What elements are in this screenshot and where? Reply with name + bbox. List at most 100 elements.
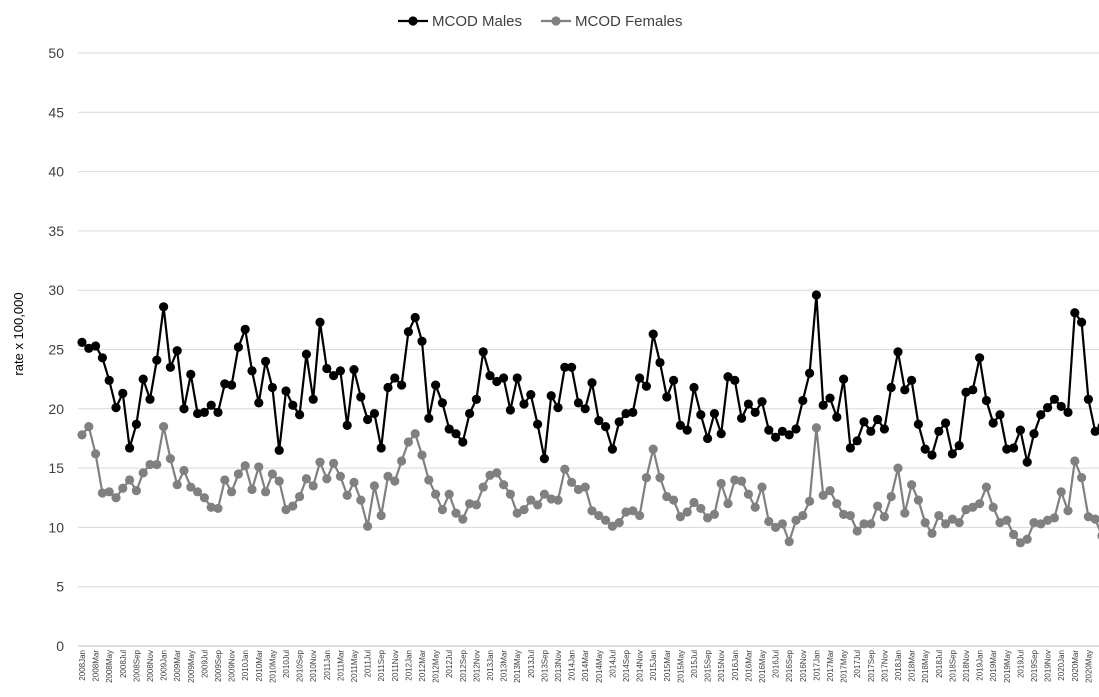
- y-tick-label: 20: [48, 401, 64, 417]
- data-point: [641, 381, 652, 391]
- data-point: [451, 429, 461, 439]
- data-point: [199, 407, 209, 417]
- data-point: [539, 489, 550, 499]
- data-point: [811, 423, 822, 433]
- x-tick-label: 2012Jan: [404, 650, 413, 681]
- data-point: [580, 404, 590, 414]
- data-point: [533, 419, 543, 429]
- data-point: [873, 414, 883, 425]
- x-tick-label: 2008Mar: [92, 650, 101, 682]
- data-point: [669, 495, 679, 505]
- data-point: [220, 475, 230, 485]
- data-point: [410, 312, 420, 323]
- data-point: [784, 537, 794, 547]
- series-males: [77, 290, 1099, 467]
- data-point: [641, 472, 652, 483]
- data-point: [444, 424, 454, 434]
- x-tick-label: 2011Jan: [323, 650, 332, 680]
- data-point: [825, 486, 835, 496]
- data-point: [941, 519, 951, 529]
- x-tick-label: 2018Jul: [935, 650, 944, 678]
- data-point: [322, 363, 332, 374]
- data-point: [811, 290, 822, 300]
- data-point: [186, 482, 196, 492]
- data-point: [308, 394, 318, 404]
- data-point: [818, 490, 828, 500]
- data-point: [730, 475, 740, 485]
- data-point: [369, 408, 379, 419]
- x-tick-label: 2014Mar: [581, 650, 590, 682]
- data-point: [839, 509, 849, 519]
- data-point: [1083, 394, 1093, 404]
- data-point: [886, 491, 896, 502]
- x-tick-label: 2010Mar: [255, 650, 264, 682]
- x-tick-label: 2014Nov: [636, 650, 645, 682]
- x-tick-label: 2014May: [595, 650, 604, 683]
- x-tick-label: 2009Jul: [200, 650, 209, 678]
- y-tick-label: 0: [56, 638, 64, 654]
- data-point: [1022, 457, 1032, 467]
- data-point: [410, 429, 420, 439]
- data-point: [988, 418, 998, 428]
- data-point: [424, 475, 434, 485]
- data-point: [152, 459, 162, 470]
- data-point: [662, 392, 672, 402]
- y-tick-label: 45: [48, 104, 64, 120]
- data-point: [247, 484, 257, 495]
- data-point: [281, 386, 291, 396]
- data-point: [539, 454, 550, 464]
- data-point: [206, 502, 216, 512]
- legend-item: MCOD Males: [398, 13, 522, 30]
- data-point: [716, 478, 726, 489]
- data-point: [703, 513, 713, 523]
- data-point: [118, 483, 128, 493]
- data-point: [988, 502, 998, 512]
- data-point: [628, 506, 638, 516]
- data-point: [369, 481, 379, 491]
- data-point: [614, 417, 624, 427]
- data-point: [431, 380, 441, 390]
- data-point: [682, 425, 692, 435]
- data-point: [478, 347, 488, 357]
- data-point: [981, 395, 992, 406]
- data-point: [784, 430, 794, 440]
- x-tick-label: 2017Jul: [853, 650, 862, 678]
- data-point: [519, 505, 529, 515]
- x-tick-label: 2013Jul: [527, 650, 536, 678]
- data-point: [737, 413, 747, 423]
- data-point: [526, 389, 536, 400]
- data-point: [254, 398, 264, 408]
- data-point: [322, 474, 332, 484]
- data-point: [512, 373, 522, 383]
- data-point: [1043, 403, 1053, 413]
- data-point: [97, 488, 107, 498]
- x-axis: 2008Jan 2008Mar 2008May 2008Jul 2008Sep 2008N…: [78, 649, 1099, 682]
- data-point: [553, 403, 563, 413]
- data-point: [675, 512, 686, 522]
- data-point: [125, 475, 135, 485]
- data-point: [750, 407, 760, 417]
- data-point: [771, 432, 781, 442]
- x-tick-label: 2017May: [840, 650, 849, 683]
- data-point: [91, 341, 101, 351]
- x-tick-label: 2009Jan: [160, 650, 169, 681]
- data-point: [567, 362, 577, 372]
- x-tick-label: 2016Jan: [731, 650, 740, 681]
- data-point: [267, 469, 277, 479]
- data-point: [145, 459, 155, 470]
- data-point: [920, 518, 930, 528]
- data-point: [716, 429, 726, 439]
- x-tick-label: 2009Nov: [228, 650, 237, 682]
- data-point: [832, 412, 842, 422]
- data-point: [261, 487, 271, 497]
- data-point: [655, 472, 665, 483]
- y-tick-label: 40: [48, 164, 64, 180]
- data-point: [594, 416, 604, 426]
- data-point: [458, 514, 468, 524]
- x-tick-label: 2020May: [1084, 650, 1093, 683]
- data-point: [254, 462, 264, 472]
- data-point: [934, 426, 944, 436]
- data-point: [594, 510, 604, 521]
- data-point: [1090, 426, 1099, 436]
